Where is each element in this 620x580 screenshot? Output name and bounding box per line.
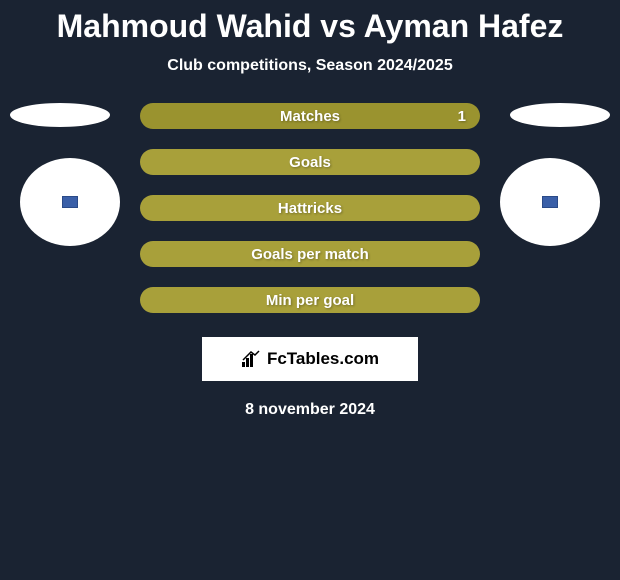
stat-label: Matches [280, 108, 340, 125]
stat-value: 1 [458, 108, 466, 125]
player-avatar-left [20, 158, 120, 246]
stat-label: Goals [289, 154, 331, 171]
stat-bar-goals-per-match: Goals per match [140, 241, 480, 267]
player-badge-right [542, 196, 558, 208]
player-avatar-right [500, 158, 600, 246]
stats-area: Matches 1 Goals Hattricks Goals per matc… [0, 103, 620, 419]
stat-bar-min-per-goal: Min per goal [140, 287, 480, 313]
logo-text: FcTables.com [267, 349, 379, 369]
page-title: Mahmoud Wahid vs Ayman Hafez [57, 8, 564, 45]
chart-icon [241, 350, 263, 368]
player-ellipse-left [10, 103, 110, 127]
main-container: Mahmoud Wahid vs Ayman Hafez Club compet… [0, 0, 620, 580]
stat-label: Min per goal [266, 292, 354, 309]
page-subtitle: Club competitions, Season 2024/2025 [167, 57, 452, 75]
player-badge-left [62, 196, 78, 208]
player-ellipse-right [510, 103, 610, 127]
date-text: 8 november 2024 [245, 401, 375, 419]
stat-label: Goals per match [251, 246, 369, 263]
logo-box: FcTables.com [202, 337, 418, 381]
stat-bars-list: Matches 1 Goals Hattricks Goals per matc… [140, 103, 480, 313]
stat-bar-hattricks: Hattricks [140, 195, 480, 221]
stat-label: Hattricks [278, 200, 342, 217]
stat-bar-goals: Goals [140, 149, 480, 175]
stat-bar-matches: Matches 1 [140, 103, 480, 129]
